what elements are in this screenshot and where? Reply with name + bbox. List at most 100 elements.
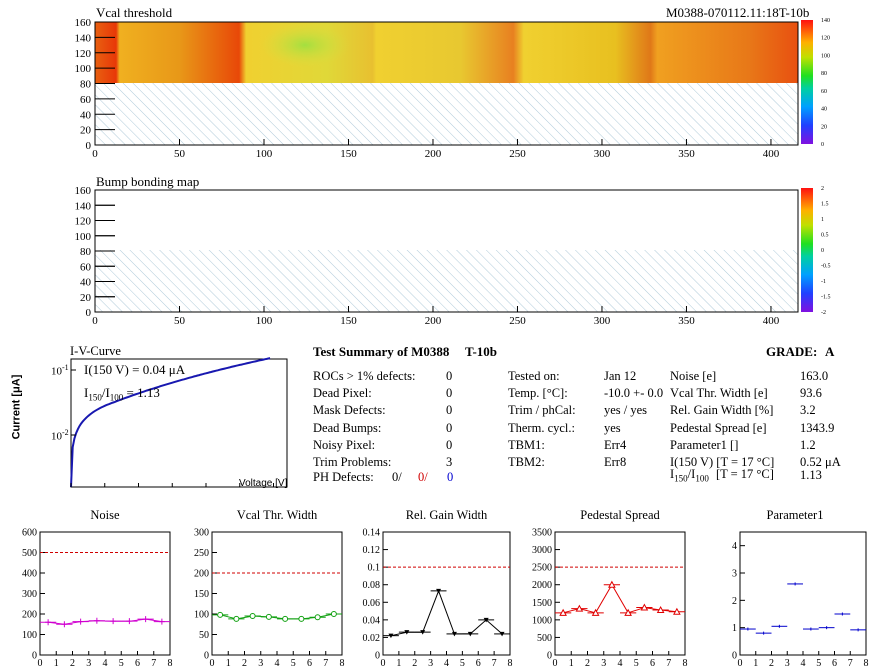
iv-ratio-sub1: 150: [88, 392, 102, 403]
roc-point: [298, 615, 305, 622]
ratio-label-sub1: 150: [674, 473, 688, 484]
summary-row-label: TBM1:: [508, 437, 545, 452]
summary-row-value: 0: [446, 403, 453, 418]
roc-chart-title: Parameter1: [767, 508, 824, 522]
iv-ytick-2-exp: -2: [62, 428, 69, 437]
palette-tick-label: 1.5: [821, 202, 829, 208]
roc-point: [282, 615, 289, 622]
roc-point: [436, 588, 442, 594]
summary-row-label: Mask Defects:: [313, 403, 386, 418]
iv-ytick-2-base: 10: [51, 430, 62, 443]
iv-title: I-V-Curve: [70, 344, 121, 358]
summary-row-label: Noise [e]: [670, 369, 717, 383]
summary-title: Test Summary of M0388: [313, 344, 450, 359]
test-summary-panel: Test Summary of M0388 T-10b GRADE: A ROC…: [300, 340, 896, 490]
roc-ytick-label: 200: [194, 569, 209, 580]
map-xtick-label: 250: [509, 148, 526, 160]
roc-point: [499, 631, 505, 637]
roc-xtick-label: 6: [135, 658, 140, 669]
roc-ytick-label: 0.04: [363, 615, 381, 626]
roc-ytick-label: 0: [732, 651, 737, 662]
bump-axes: 0 50 100 150 200 250 300 350 4000204060801001201…: [75, 185, 780, 327]
summary-row-value: 1343.9: [800, 420, 835, 435]
iv-xtick-label: 200: [130, 489, 147, 490]
map-ytick-label: 160: [75, 185, 92, 197]
iv-xtick-label: 0: [68, 489, 74, 490]
roc-xtick-label: 3: [601, 658, 606, 669]
vcal-data-area: [95, 22, 798, 83]
roc-xtick-label: 0: [38, 658, 43, 669]
roc-ytick-label: 1: [732, 623, 737, 634]
roc-ytick-label: 250: [194, 548, 209, 559]
map-ytick-label: 60: [80, 94, 92, 106]
iv-xtick-label: 100: [97, 489, 114, 490]
roc-point: [61, 621, 68, 628]
map-ytick-label: 60: [80, 261, 92, 273]
summary-row-label: Noisy Pixel:: [313, 437, 376, 452]
roc-chart-frame: [211, 531, 343, 656]
roc-point: [624, 608, 632, 616]
palette-tick-label: 40: [821, 107, 827, 113]
roc-point: [110, 618, 117, 625]
summary-row-label: Tested on:: [508, 369, 560, 383]
roc-point: [640, 603, 649, 611]
roc-point: [673, 607, 681, 615]
ratio-label-sub2: 100: [695, 473, 709, 484]
map-ytick-label: 80: [80, 79, 92, 91]
summary-row-label: ROCs > 1% defects:: [313, 369, 416, 383]
roc-xtick-label: 7: [323, 658, 328, 669]
roc-point: [77, 618, 84, 625]
iv-curve-panel: 0 100 200 300 400 500 600 I-V-Curve I(150 V) =…: [0, 340, 300, 490]
map-xtick-label: 300: [594, 315, 611, 327]
summary-row-value: yes / yes: [604, 403, 648, 418]
roc-xtick-label: 8: [340, 658, 345, 669]
iv-ylabel: Current [μA]: [10, 374, 23, 440]
roc-xtick-label: 7: [666, 658, 671, 669]
map-ytick-label: 20: [80, 292, 92, 304]
map-xtick-label: 400: [763, 315, 780, 327]
roc-point: [249, 613, 256, 620]
roc-xtick-label: 4: [618, 658, 623, 669]
roc-xtick-label: 5: [634, 658, 639, 669]
map-ytick-label: 140: [75, 200, 92, 212]
map-xtick-label: 200: [425, 148, 442, 160]
map-xtick-label: 350: [678, 148, 695, 160]
ph-defects-value-2: 0/: [418, 470, 428, 484]
roc-series-line: [48, 618, 162, 625]
iv-ytick-1-base: 10: [51, 365, 62, 378]
vcal-threshold-panel: 0 50 100 150 200 250 300 350 400 0 20 40 60 80 100 120 1…: [0, 0, 896, 170]
roc-ytick-label: 0.1: [368, 563, 381, 574]
summary-row-value: 3: [446, 455, 453, 469]
bump-hatch-area: [95, 250, 798, 312]
palette-tick-label: 80: [821, 71, 827, 77]
summary-row-value: 3.2: [800, 403, 816, 418]
summary-subtitle: T-10b: [465, 344, 498, 359]
roc-ytick-label: 2500: [532, 563, 552, 574]
roc-point: [420, 630, 426, 635]
roc-point: [93, 617, 100, 624]
map-ytick-label: 20: [80, 125, 92, 137]
roc-ytick-label: 600: [22, 528, 37, 539]
roc-ytick-label: 2: [732, 596, 737, 607]
summary-row-label: Vcal Thr. Width [e]: [670, 386, 768, 401]
map-ytick-label: 120: [75, 48, 92, 60]
roc-ytick-label: 1500: [532, 598, 552, 609]
roc-ytick-label: 0.12: [363, 545, 381, 556]
module-id-label: M0388-070112.11:18T-10b: [666, 5, 810, 20]
roc-point: [233, 615, 240, 622]
roc-point: [388, 633, 394, 639]
roc-chart-title: Vcal Thr. Width: [237, 508, 318, 522]
roc-ytick-label: 0: [375, 651, 380, 662]
roc-xtick-label: 5: [460, 658, 465, 669]
summary-row-label: Trim / phCal:: [508, 403, 576, 418]
roc-xtick-label: 3: [258, 658, 263, 669]
map-xtick-label: 100: [256, 148, 273, 160]
iv-xtick-label: 500: [232, 489, 249, 490]
summary-row-value: 1.2: [800, 437, 816, 452]
summary-row-value: 163.0: [800, 369, 829, 383]
vcal-axes: 0 50 100 150 200 250 300 350 4000204060801001201…: [75, 17, 780, 160]
roc-xtick-label: 8: [168, 658, 173, 669]
